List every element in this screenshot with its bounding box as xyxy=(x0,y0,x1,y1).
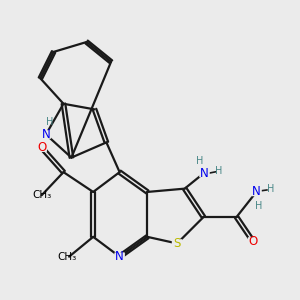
Text: N: N xyxy=(42,128,50,141)
Text: H: H xyxy=(255,201,263,211)
Text: H: H xyxy=(196,156,203,166)
FancyBboxPatch shape xyxy=(36,143,47,152)
Text: H: H xyxy=(215,166,223,176)
FancyBboxPatch shape xyxy=(172,239,182,248)
Text: CH₃: CH₃ xyxy=(58,252,77,262)
Text: H: H xyxy=(46,117,54,127)
Text: H: H xyxy=(266,184,274,194)
Text: N: N xyxy=(115,250,124,263)
FancyBboxPatch shape xyxy=(248,237,258,246)
FancyBboxPatch shape xyxy=(199,169,210,177)
Text: CH₃: CH₃ xyxy=(32,190,51,200)
FancyBboxPatch shape xyxy=(251,188,262,196)
Text: O: O xyxy=(248,235,258,248)
Text: N: N xyxy=(252,185,261,198)
Text: O: O xyxy=(37,141,46,154)
FancyBboxPatch shape xyxy=(114,252,125,261)
Text: S: S xyxy=(173,237,181,250)
FancyBboxPatch shape xyxy=(41,130,51,139)
Text: N: N xyxy=(200,167,209,180)
